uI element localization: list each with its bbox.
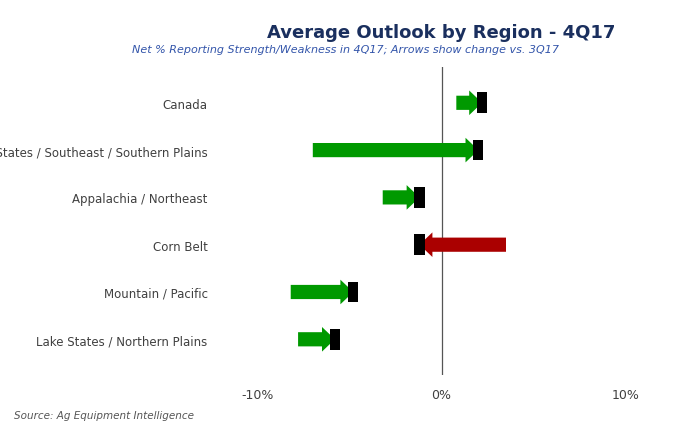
FancyArrow shape <box>290 280 353 305</box>
Bar <box>415 187 424 208</box>
Bar <box>415 235 424 256</box>
Title: Average Outlook by Region - 4Q17: Average Outlook by Region - 4Q17 <box>268 24 615 42</box>
Bar <box>477 93 487 114</box>
Text: Net % Reporting Strength/Weakness in 4Q17; Arrows show change vs. 3Q17: Net % Reporting Strength/Weakness in 4Q1… <box>132 45 558 55</box>
FancyArrow shape <box>298 327 335 352</box>
FancyArrow shape <box>420 233 506 257</box>
Bar <box>348 282 358 303</box>
Bar <box>330 329 340 350</box>
FancyArrow shape <box>456 91 482 116</box>
Text: Source: Ag Equipment Intelligence: Source: Ag Equipment Intelligence <box>14 410 194 420</box>
FancyArrow shape <box>313 138 478 163</box>
Bar <box>473 140 484 161</box>
FancyArrow shape <box>383 186 420 210</box>
